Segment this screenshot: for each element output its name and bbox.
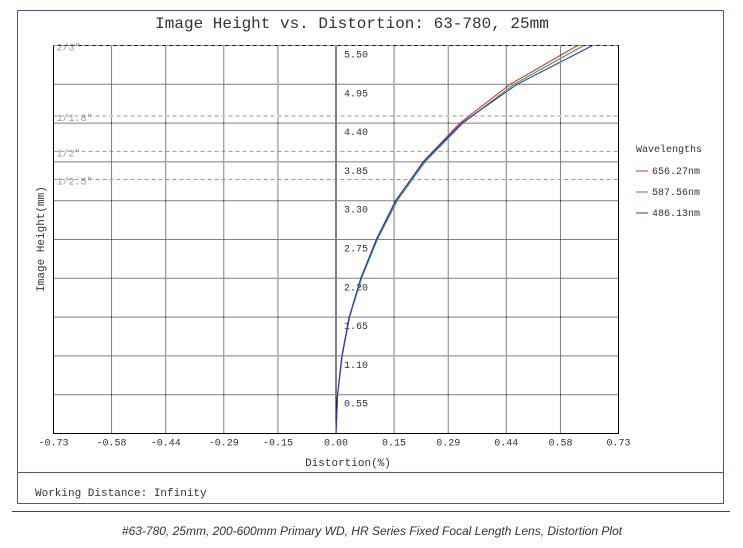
sensor-format-label: 1/1.8" [57,113,93,125]
y-tick-label: 3.30 [344,206,368,217]
distortion-curve [335,45,593,434]
sensor-format-label: 2/3" [57,43,81,55]
y-axis-label: Image Height(mm) [36,186,48,292]
y-tick-label: 3.85 [344,167,368,178]
sensor-format-label: 1/2" [57,148,81,160]
legend-label: 656.27nm [652,167,700,178]
y-tick-label: 2.75 [344,245,368,256]
x-tick-label: 0.58 [548,439,572,450]
x-tick-label: -0.44 [151,439,181,450]
caption: #63-780, 25mm, 200-600mm Primary WD, HR … [122,524,623,538]
footer: Working Distance: Infinity [35,488,207,500]
x-tick-label: -0.73 [38,439,68,450]
x-tick-label: 0.15 [382,439,406,450]
legend-label: 587.56nm [652,188,700,199]
legend-title: Wavelengths [636,144,702,156]
y-tick-label: 5.50 [344,51,368,62]
x-tick-label: 0.73 [606,439,630,450]
y-tick-label: 4.40 [344,128,368,139]
chart-title: Image Height vs. Distortion: 63-780, 25m… [155,15,549,33]
y-tick-label: 2.20 [344,283,368,294]
y-tick-label: 0.55 [344,400,368,411]
x-tick-label: 0.29 [436,439,460,450]
x-tick-label: -0.15 [263,439,293,450]
x-tick-label: 0.00 [324,439,348,450]
x-tick-label: -0.58 [97,439,127,450]
sensor-format-label: 1/2.5" [57,177,93,189]
frame [17,10,724,504]
y-tick-label: 4.95 [344,89,368,100]
x-axis-label: Distortion(%) [305,458,391,470]
y-tick-label: 1.10 [344,361,368,372]
y-tick-label: 1.65 [344,322,368,333]
legend-label: 486.13nm [652,209,700,220]
x-tick-label: 0.44 [494,439,518,450]
x-tick-label: -0.29 [209,439,239,450]
